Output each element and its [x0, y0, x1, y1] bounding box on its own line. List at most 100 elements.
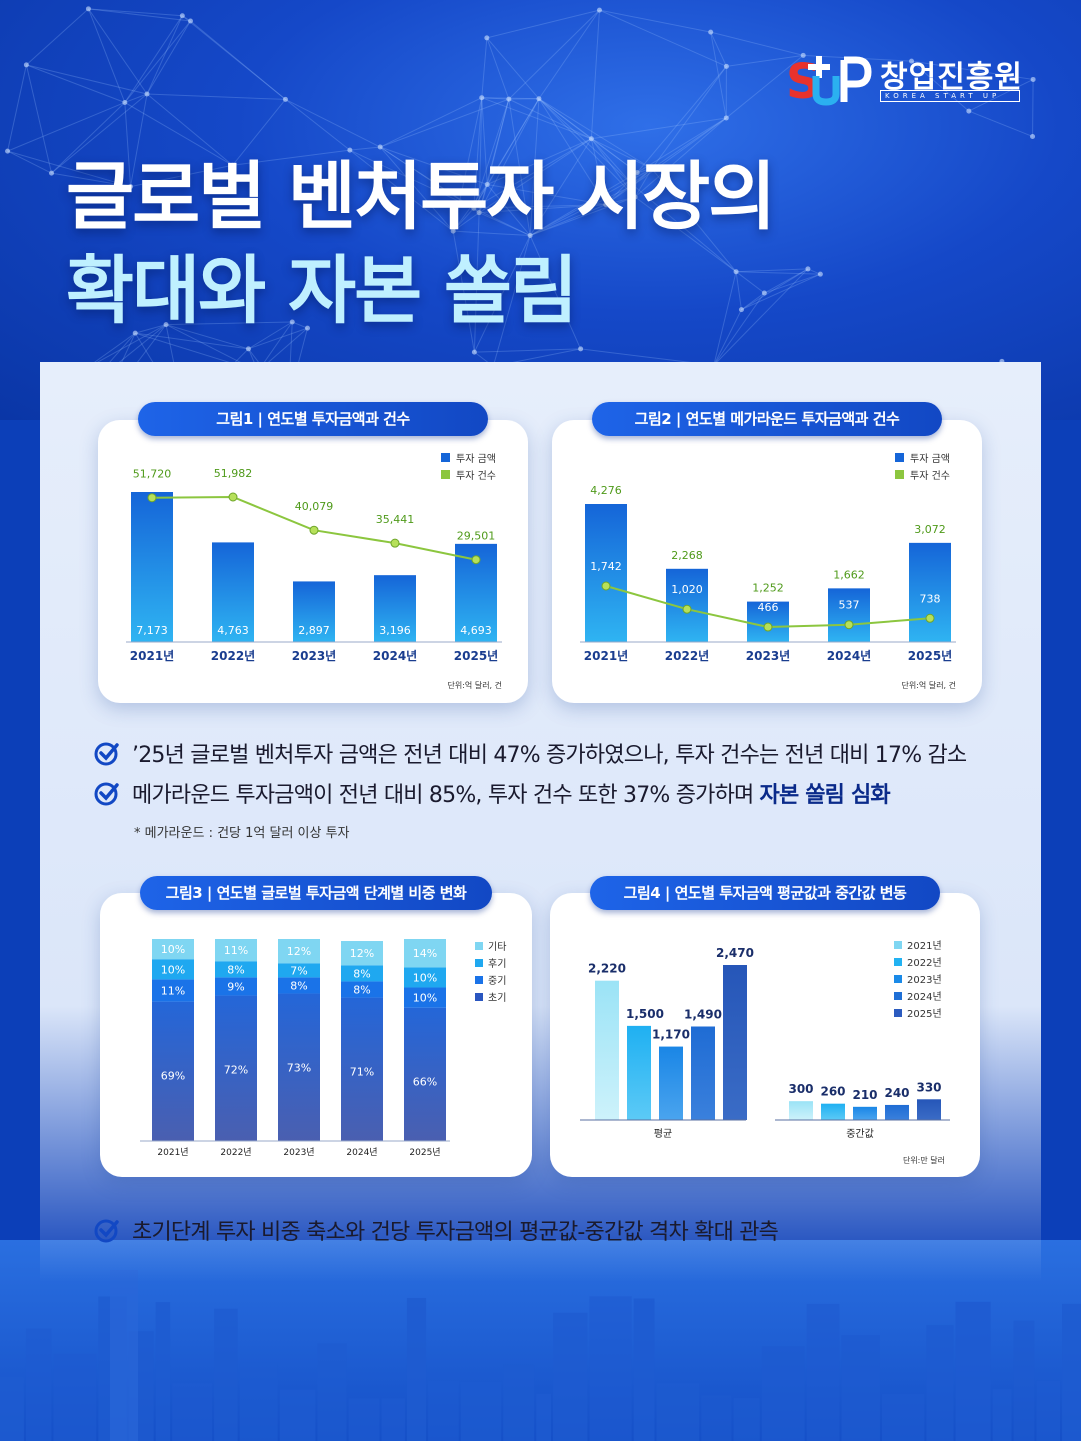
header-background — [0, 0, 1081, 420]
stack-segment — [152, 979, 194, 1002]
network-line — [529, 138, 592, 236]
network-line — [380, 146, 488, 185]
network-node — [304, 325, 310, 331]
x-tick-label: 2022년 — [211, 649, 255, 663]
x-tick-label: 2023년 — [746, 649, 790, 663]
chart-1-title: 그림1 | 연도별 투자금액과 건수 — [138, 402, 488, 436]
building — [881, 1394, 925, 1441]
stack-segment — [341, 997, 383, 1141]
network-node — [132, 330, 138, 336]
amount-label: 3,072 — [914, 523, 946, 536]
network-line — [538, 98, 638, 173]
chart-card-1: 투자 금액 투자 건수 2021년 7,173 2022년 4,763 2023년 2,897… — [98, 420, 528, 703]
stack-segment — [152, 1001, 194, 1141]
network-node — [282, 96, 288, 102]
network-line — [591, 117, 727, 140]
network-node — [347, 147, 353, 153]
building — [317, 1343, 347, 1441]
network-line — [538, 98, 636, 198]
network-node — [289, 319, 295, 325]
network-line — [486, 37, 540, 100]
network-node — [596, 7, 602, 13]
building — [1062, 1303, 1081, 1441]
network-node — [588, 136, 594, 142]
network-line — [529, 204, 606, 236]
network-line — [88, 8, 191, 22]
building — [25, 1328, 52, 1441]
network-line — [473, 184, 488, 209]
segment-label: 12% — [287, 945, 311, 958]
bar — [212, 542, 254, 642]
network-node — [536, 96, 542, 102]
legend-label: 2023년 — [907, 974, 942, 986]
network-line — [634, 172, 638, 198]
network-line — [147, 93, 286, 100]
legend-swatch — [894, 941, 902, 949]
network-line — [248, 321, 293, 350]
x-tick-label: 2024년 — [373, 649, 417, 663]
segment-label: 8% — [227, 963, 244, 976]
network-line — [25, 64, 52, 174]
network-line — [726, 54, 804, 67]
city-skyline — [0, 1270, 1081, 1441]
network-line — [190, 20, 286, 100]
network-line — [529, 184, 634, 236]
bullet-3: 초기단계 투자 비중 축소와 건당 투자금액의 평균값-중간값 격차 확대 관측 — [94, 1212, 779, 1248]
legend-swatch — [894, 975, 902, 983]
network-node — [649, 166, 655, 172]
bar — [885, 1104, 909, 1120]
count-point — [471, 555, 481, 565]
network-node — [506, 96, 512, 102]
segment-label: 7% — [290, 964, 307, 977]
page-title: 글로벌 벤처투자 시장의 확대와 자본 쏠림 — [66, 150, 776, 338]
network-line — [452, 184, 488, 232]
count-label: 1,020 — [671, 583, 703, 596]
title-line-1: 글로벌 벤처투자 시장의 — [66, 154, 776, 240]
segment-label: 66% — [413, 1076, 437, 1089]
building — [806, 1303, 840, 1441]
stack-segment — [341, 965, 383, 982]
legend-label: 2024년 — [907, 991, 942, 1003]
segment-label: 10% — [413, 992, 437, 1005]
building — [214, 1308, 238, 1441]
network-line — [735, 271, 765, 294]
group-label: 중간값 — [846, 1128, 874, 1140]
building — [633, 1298, 655, 1441]
network-node — [187, 18, 193, 24]
legend: 2021년 2022년 2023년 2024년 2025년 — [894, 940, 942, 1020]
network-line — [452, 212, 480, 232]
network-line — [590, 10, 600, 139]
network-line — [146, 15, 183, 95]
building — [589, 1296, 632, 1441]
network-line — [51, 102, 126, 174]
network-line — [591, 138, 638, 173]
value-label: 2,220 — [588, 962, 626, 976]
building — [279, 1389, 316, 1441]
network-line — [478, 98, 540, 213]
value-label: 2,470 — [716, 946, 754, 960]
building — [553, 1312, 588, 1441]
network-node — [49, 170, 55, 176]
network-line — [349, 146, 381, 151]
amount-label: 1,252 — [752, 582, 784, 595]
network-node — [377, 144, 383, 150]
network-line — [379, 146, 475, 209]
legend-label: 투자 건수 — [456, 470, 496, 482]
network-line — [285, 99, 351, 151]
count-label: 51,982 — [214, 467, 253, 480]
network-line — [292, 321, 308, 329]
value-label: 240 — [884, 1086, 909, 1100]
logo[interactable]: S 창업진흥원 KOREA START UP — [786, 50, 1031, 106]
network-line — [1032, 79, 1034, 137]
legend-swatch — [894, 992, 902, 1000]
network-line — [632, 184, 737, 273]
bar — [627, 1025, 651, 1120]
network-line — [538, 98, 592, 140]
network-line — [599, 9, 711, 33]
network-node — [603, 202, 609, 208]
building — [155, 1302, 171, 1441]
count-label: 35,441 — [376, 513, 415, 526]
bar — [853, 1106, 877, 1120]
bar — [293, 581, 335, 642]
network-line — [486, 184, 531, 236]
